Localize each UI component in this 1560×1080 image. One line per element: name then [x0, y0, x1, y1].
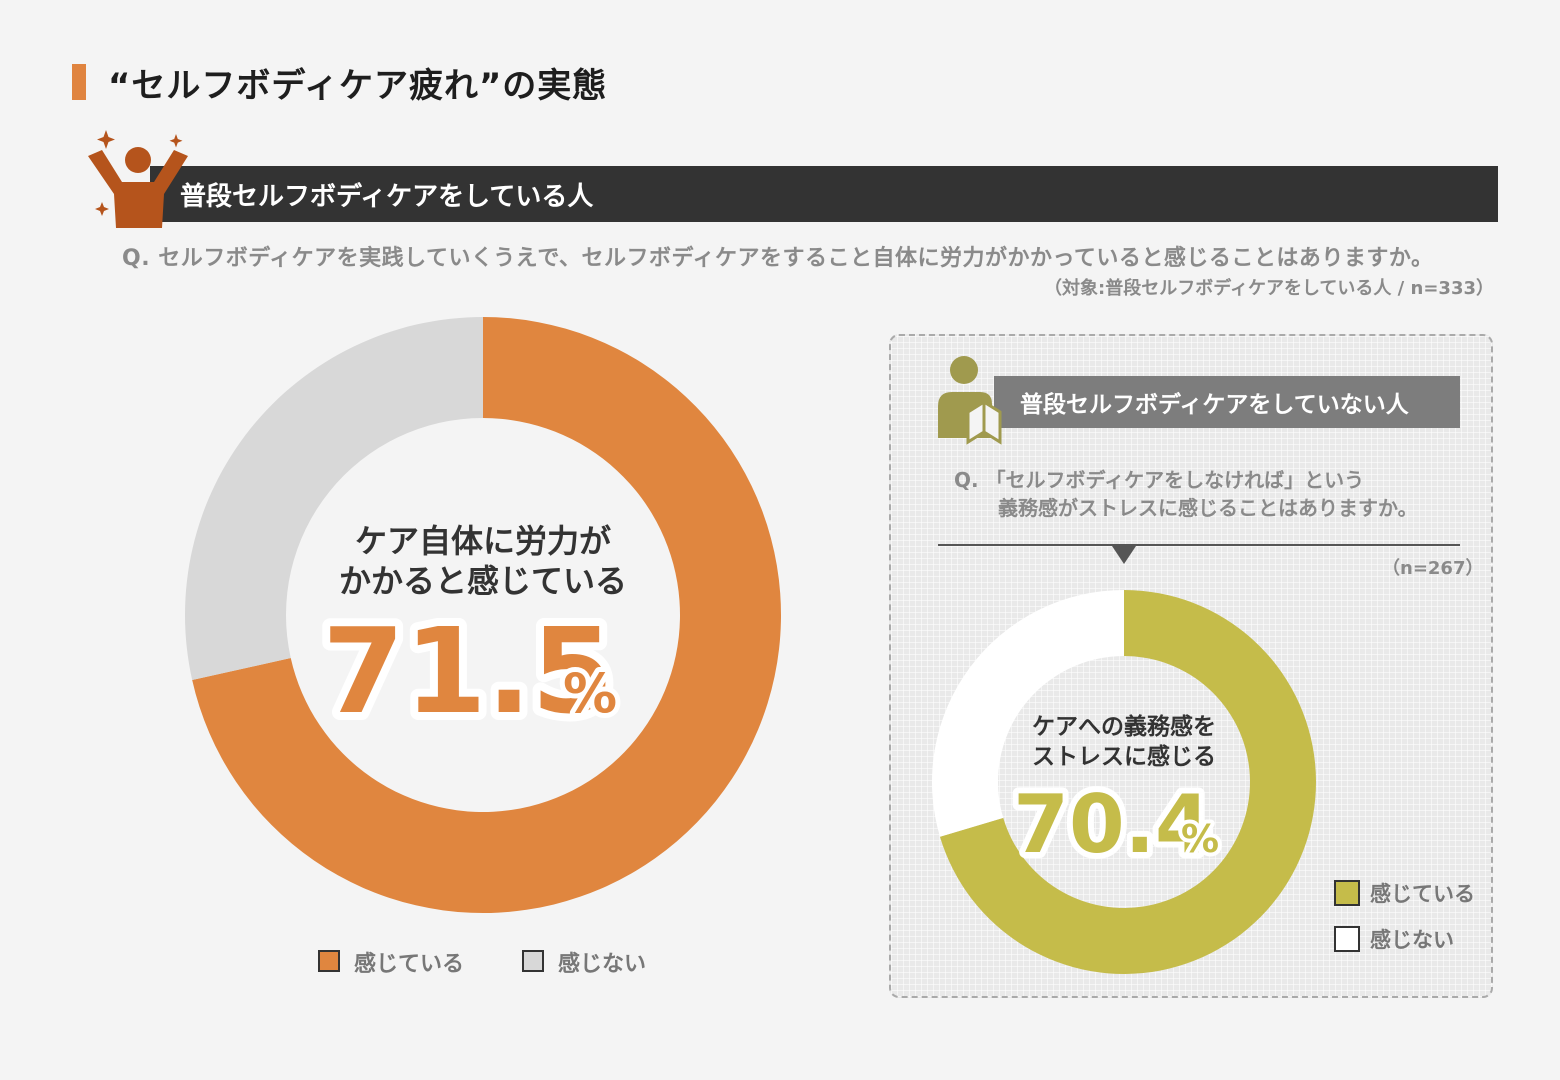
divider-line [938, 544, 1460, 546]
donut1-center-line2: かかると感じている [339, 562, 627, 600]
cheering-person-icon [88, 130, 188, 228]
donut2-slices [932, 590, 1316, 974]
donut2-center-line2: ストレスに感じる [1032, 743, 1216, 770]
legend2-label-no: 感じない [1370, 928, 1454, 952]
donut1-slice-no [184, 317, 483, 681]
legend1-swatch-yes [318, 950, 340, 972]
section2-header-bar [994, 376, 1460, 428]
question2-line2: 義務感がストレスに感じることはありますか。 [998, 496, 1418, 520]
donut1-center-value: 71.5 [322, 602, 613, 740]
question1-target: （対象:普段セルフボディケアをしている人 / n=333） [1044, 278, 1494, 299]
question1-text: Q. セルフボディケアを実践していくうえで、セルフボディケアをすること自体に労力… [122, 246, 1434, 271]
page-title: “セルフボディケア疲れ”の実態 [108, 66, 608, 106]
legend2-swatch-no [1334, 926, 1360, 952]
sample-size-label: （n=267） [1382, 558, 1484, 579]
donut1-center-value-group: 71.5 % [314, 594, 622, 748]
section1-header-bar [150, 166, 1498, 222]
legend1-swatch-no [522, 950, 544, 972]
donut2-center-value-group: 70.4 % [1007, 772, 1223, 877]
legend1-label-no: 感じない [558, 952, 647, 977]
donut2-center-line1: ケアへの義務感を [1032, 713, 1216, 740]
person-reading-icon [938, 356, 1002, 445]
legend2-label-yes: 感じている [1370, 882, 1475, 906]
question2-line1: Q. 「セルフボディケアをしなければ」という [954, 468, 1365, 492]
legend2-swatch-yes [1334, 880, 1360, 906]
section2-label: 普段セルフボディケアをしていない人 [1020, 392, 1409, 418]
donut1-center-unit: % [563, 662, 617, 725]
title-accent-bar [72, 64, 86, 100]
donut2-center-unit: % [1181, 817, 1219, 861]
section1-label: 普段セルフボディケアをしている人 [180, 182, 594, 212]
donut1-center-line1: ケア自体に労力が [355, 522, 611, 560]
donut2-center-value: 70.4 [1013, 778, 1210, 871]
donut2-slice-yes [939, 590, 1316, 974]
donut2-slice-no [932, 590, 1124, 837]
down-arrow-icon [1112, 546, 1136, 564]
donut-chart-2: ケアへの義務感を ストレスに感じる 70.4 % [932, 590, 1316, 974]
donut1-slices [184, 317, 781, 913]
donut1-slice-yes [192, 317, 781, 913]
legend1-label-yes: 感じている [354, 952, 465, 977]
donut-chart-1: ケア自体に労力が かかると感じている 71.5 % [184, 317, 781, 913]
